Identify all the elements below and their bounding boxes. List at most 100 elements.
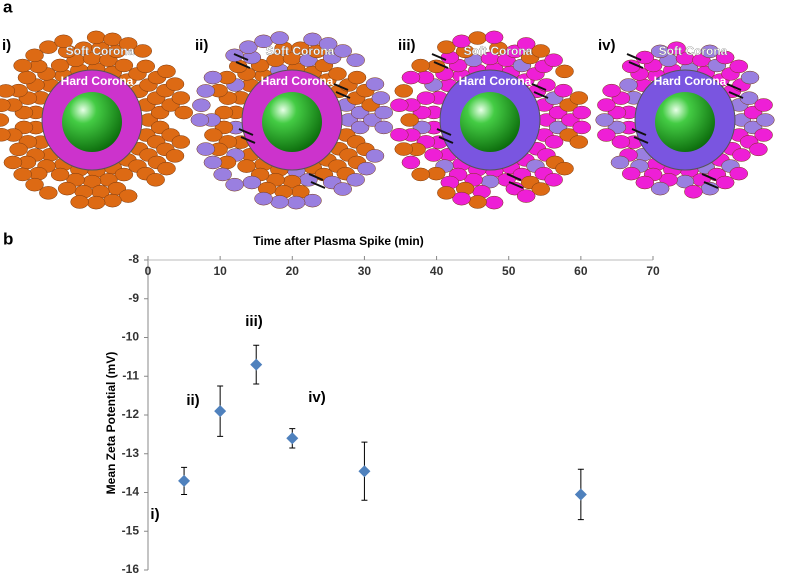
- protein: [118, 189, 138, 203]
- protein: [569, 135, 589, 149]
- x-tick-label: 30: [358, 264, 372, 278]
- x-tick-label: 50: [502, 264, 516, 278]
- protein: [346, 173, 365, 187]
- protein: [357, 161, 376, 176]
- y-tick-label: -13: [122, 446, 140, 460]
- protein: [715, 175, 735, 190]
- protein: [756, 113, 775, 127]
- protein: [165, 77, 185, 91]
- y-axis-title: Mean Zeta Potential (mV): [104, 352, 118, 495]
- protein: [318, 37, 338, 51]
- protein: [50, 167, 70, 182]
- protein: [196, 142, 216, 156]
- protein: [13, 167, 32, 182]
- diagram-label: iii): [398, 37, 416, 54]
- equilibrium-arrow: [506, 173, 524, 189]
- equilibrium-arrow: [626, 53, 644, 69]
- protein: [165, 149, 185, 163]
- protein: [516, 37, 536, 51]
- protein: [468, 195, 487, 209]
- protein: [86, 195, 106, 210]
- protein: [25, 177, 44, 192]
- protein: [555, 161, 574, 176]
- x-tick-label: 0: [145, 264, 152, 278]
- protein: [333, 182, 352, 196]
- annotation: ii): [186, 392, 199, 409]
- equilibrium-arrow: [701, 173, 719, 189]
- protein: [103, 193, 122, 208]
- equilibrium-arrow: [726, 83, 744, 99]
- protein: [374, 120, 393, 135]
- protein: [484, 195, 504, 210]
- protein: [190, 113, 210, 127]
- protein: [70, 195, 89, 209]
- protein: [401, 155, 421, 170]
- protein: [39, 186, 58, 200]
- protein: [597, 98, 616, 112]
- protein: [619, 78, 638, 92]
- protein: [237, 159, 256, 173]
- protein: [729, 59, 749, 74]
- protein: [411, 167, 430, 182]
- diagram-label: ii): [195, 37, 208, 54]
- protein: [270, 31, 289, 45]
- diagram-label: iv): [598, 37, 616, 54]
- protein: [531, 182, 550, 196]
- protein: [749, 142, 768, 157]
- protein: [17, 70, 37, 85]
- protein: [0, 113, 10, 127]
- protein: [754, 98, 773, 112]
- hard-corona-label: Hard Corona: [61, 74, 134, 88]
- x-axis-title: Time after Plasma Spike (min): [253, 234, 424, 248]
- protein: [157, 161, 176, 176]
- protein: [572, 105, 591, 120]
- protein: [242, 175, 262, 190]
- protein: [732, 148, 751, 162]
- hard-corona-label: Hard Corona: [459, 74, 532, 88]
- protein: [424, 148, 443, 162]
- y-tick-label: -9: [128, 291, 139, 305]
- protein: [203, 155, 223, 170]
- protein: [213, 167, 232, 182]
- protein: [544, 53, 563, 67]
- protein: [437, 40, 456, 54]
- equilibrium-arrow: [308, 173, 326, 189]
- protein: [365, 77, 385, 91]
- data-point: [214, 405, 227, 418]
- protein: [270, 195, 289, 209]
- protein: [328, 67, 347, 81]
- protein: [635, 175, 655, 190]
- corona-diagram: iii) Soft Corona Hard Corona: [390, 30, 591, 210]
- protein: [394, 142, 414, 156]
- protein: [28, 59, 48, 74]
- y-tick-label: -12: [122, 407, 140, 421]
- x-tick-label: 10: [213, 264, 227, 278]
- nanoparticle-core: [262, 92, 322, 152]
- protein: [739, 91, 759, 105]
- data-point: [250, 358, 263, 371]
- protein: [452, 191, 471, 206]
- protein: [374, 105, 393, 120]
- equilibrium-arrow: [238, 128, 256, 144]
- protein: [621, 166, 641, 181]
- protein: [203, 70, 223, 85]
- y-tick-label: -16: [122, 562, 140, 574]
- protein: [146, 173, 165, 187]
- x-tick-label: 40: [430, 264, 444, 278]
- protein: [333, 44, 352, 58]
- protein: [28, 166, 48, 181]
- hard-corona-label: Hard Corona: [261, 74, 334, 88]
- data-point: [358, 465, 371, 478]
- protein: [537, 78, 556, 92]
- protein: [700, 44, 720, 59]
- panel-label: b: [3, 229, 13, 248]
- protein: [54, 34, 73, 49]
- protein: [554, 83, 573, 98]
- protein: [569, 91, 589, 105]
- corona-diagram: iv) Soft Corona Hard Corona: [595, 37, 775, 199]
- protein: [25, 48, 44, 63]
- protein: [136, 59, 156, 74]
- protein: [400, 113, 419, 127]
- nanoparticle-core: [62, 92, 122, 152]
